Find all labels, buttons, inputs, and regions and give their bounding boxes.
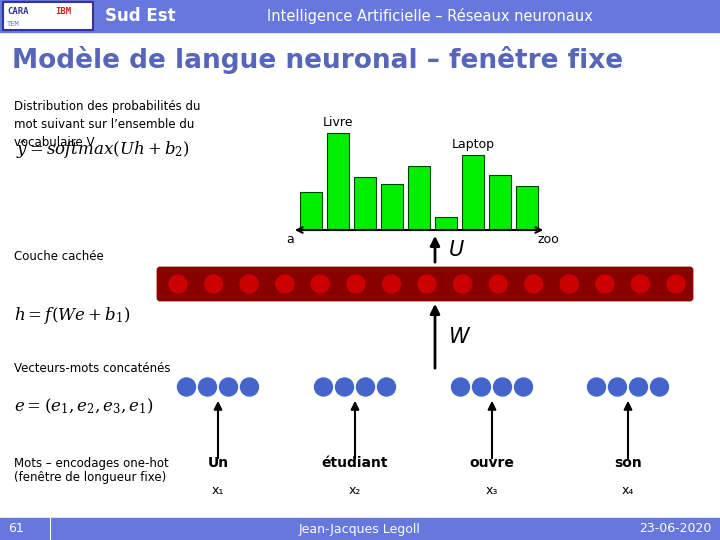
Text: 23-06-2020: 23-06-2020 bbox=[639, 523, 712, 536]
Text: Sud Est: Sud Est bbox=[105, 7, 176, 25]
Text: Jean-Jacques Legoll: Jean-Jacques Legoll bbox=[299, 523, 421, 536]
Text: Modèle de langue neuronal – fenêtre fixe: Modèle de langue neuronal – fenêtre fixe bbox=[12, 46, 623, 74]
Circle shape bbox=[347, 275, 365, 293]
Text: x₁: x₁ bbox=[212, 483, 224, 496]
Circle shape bbox=[588, 378, 606, 396]
Text: 61: 61 bbox=[8, 523, 24, 536]
Bar bbox=[462, 155, 484, 230]
Text: IBM: IBM bbox=[55, 8, 71, 16]
Text: (fenêtre de longueur fixe): (fenêtre de longueur fixe) bbox=[14, 470, 166, 483]
Bar bbox=[435, 217, 457, 230]
Text: U: U bbox=[449, 240, 464, 260]
Circle shape bbox=[220, 378, 238, 396]
Circle shape bbox=[311, 275, 329, 293]
Circle shape bbox=[382, 275, 400, 293]
Text: étudiant: étudiant bbox=[322, 456, 388, 470]
Text: $e = (e_1, e_2, e_3, e_1)$: $e = (e_1, e_2, e_3, e_1)$ bbox=[14, 396, 154, 416]
Circle shape bbox=[608, 378, 626, 396]
Text: x₂: x₂ bbox=[348, 483, 361, 496]
Circle shape bbox=[472, 378, 490, 396]
Bar bbox=[381, 184, 403, 230]
Text: CARA: CARA bbox=[7, 8, 29, 16]
Text: Un: Un bbox=[207, 456, 228, 470]
FancyBboxPatch shape bbox=[158, 268, 692, 300]
Text: Vecteurs-mots concaténés: Vecteurs-mots concaténés bbox=[14, 361, 171, 375]
Circle shape bbox=[560, 275, 578, 293]
Circle shape bbox=[454, 275, 472, 293]
Circle shape bbox=[336, 378, 354, 396]
Text: x₄: x₄ bbox=[622, 483, 634, 496]
Bar bbox=[354, 177, 376, 230]
Circle shape bbox=[631, 275, 649, 293]
Circle shape bbox=[451, 378, 469, 396]
Text: ouvre: ouvre bbox=[469, 456, 514, 470]
Circle shape bbox=[493, 378, 511, 396]
Bar bbox=[408, 166, 430, 230]
Circle shape bbox=[315, 378, 333, 396]
Text: Distribution des probabilités du
mot suivant sur l’ensemble du
vocabulaire V: Distribution des probabilités du mot sui… bbox=[14, 100, 200, 149]
Text: a: a bbox=[286, 233, 294, 246]
Bar bbox=[327, 133, 349, 230]
Circle shape bbox=[178, 378, 196, 396]
Text: Mots – encodages one-hot: Mots – encodages one-hot bbox=[14, 456, 168, 469]
Circle shape bbox=[199, 378, 217, 396]
Circle shape bbox=[489, 275, 507, 293]
Text: son: son bbox=[614, 456, 642, 470]
Circle shape bbox=[240, 275, 258, 293]
Text: x₃: x₃ bbox=[486, 483, 498, 496]
Bar bbox=[0, 518, 720, 540]
Text: TEM: TEM bbox=[7, 21, 19, 27]
Circle shape bbox=[377, 378, 395, 396]
Circle shape bbox=[667, 275, 685, 293]
Circle shape bbox=[169, 275, 187, 293]
Text: zoo: zoo bbox=[537, 233, 559, 246]
Circle shape bbox=[629, 378, 647, 396]
Bar bbox=[3, 2, 93, 30]
Text: Laptop: Laptop bbox=[451, 138, 495, 151]
Circle shape bbox=[515, 378, 533, 396]
Bar bbox=[300, 192, 322, 230]
Bar bbox=[0, 0, 720, 32]
Bar bbox=[489, 175, 511, 230]
Text: Livre: Livre bbox=[323, 116, 354, 129]
Text: Couche cachée: Couche cachée bbox=[14, 249, 104, 262]
Text: $h = f(We + b_1)$: $h = f(We + b_1)$ bbox=[14, 306, 130, 327]
Text: $\hat{y} = softmax(Uh + b_2)$: $\hat{y} = softmax(Uh + b_2)$ bbox=[16, 139, 190, 161]
Circle shape bbox=[240, 378, 258, 396]
Text: Intelligence Artificielle – Réseaux neuronaux: Intelligence Artificielle – Réseaux neur… bbox=[267, 8, 593, 24]
Circle shape bbox=[525, 275, 543, 293]
Circle shape bbox=[650, 378, 668, 396]
Circle shape bbox=[356, 378, 374, 396]
Circle shape bbox=[418, 275, 436, 293]
Circle shape bbox=[596, 275, 614, 293]
Circle shape bbox=[276, 275, 294, 293]
Bar bbox=[516, 186, 538, 230]
Text: W: W bbox=[449, 327, 469, 347]
Circle shape bbox=[204, 275, 222, 293]
